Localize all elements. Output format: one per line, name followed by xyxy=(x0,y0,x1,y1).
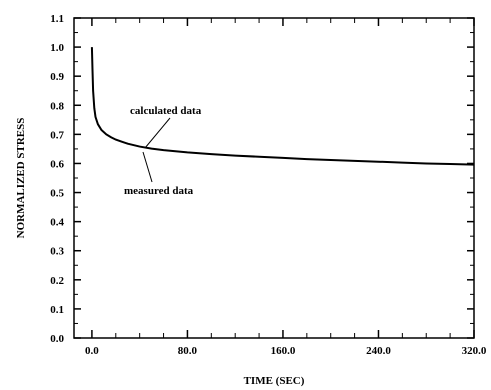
y-tick-label: 1.1 xyxy=(50,13,64,25)
x-tick-label: 80.0 xyxy=(178,345,198,357)
y-tick-label: 0.7 xyxy=(50,129,64,141)
y-tick-label: 0.1 xyxy=(50,304,64,316)
x-tick-label: 240.0 xyxy=(366,345,391,357)
y-tick-label: 0.3 xyxy=(50,246,64,258)
x-axis-title: TIME (SEC) xyxy=(244,375,305,387)
y-tick-label: 0.6 xyxy=(50,158,64,170)
y-tick-label: 0.9 xyxy=(50,71,64,83)
y-tick-label: 1.0 xyxy=(50,42,64,54)
series-group xyxy=(90,47,475,166)
y-axis-ticks: 0.0 0.1 0.2 0.3 0.4 0.5 0.6 0.7 0.8 0.9 1.0 1.1 xyxy=(50,13,474,345)
x-tick-label: 160.0 xyxy=(271,345,296,357)
calculated-data-leader xyxy=(144,117,171,149)
y-tick-label: 0.5 xyxy=(50,188,64,200)
x-tick-label: 0.0 xyxy=(85,345,99,357)
x-axis-ticks: 0.0 80.0 160.0 240.0 320.0 xyxy=(85,18,487,357)
y-tick-label: 0.0 xyxy=(50,333,64,345)
annotation-calculated-data: calculated data xyxy=(130,105,202,117)
y-tick-label: 0.2 xyxy=(50,275,64,287)
series-line-0 xyxy=(90,47,475,166)
y-tick-label: 0.4 xyxy=(50,217,64,229)
x-tick-label: 320.0 xyxy=(462,345,487,357)
plot-frame xyxy=(73,17,475,339)
measured-data-leader xyxy=(142,151,153,183)
y-tick-label: 0.8 xyxy=(50,100,64,112)
y-axis-title: NORMALIZED STRESS xyxy=(15,118,27,239)
annotation-measured-data: measured data xyxy=(124,185,194,197)
